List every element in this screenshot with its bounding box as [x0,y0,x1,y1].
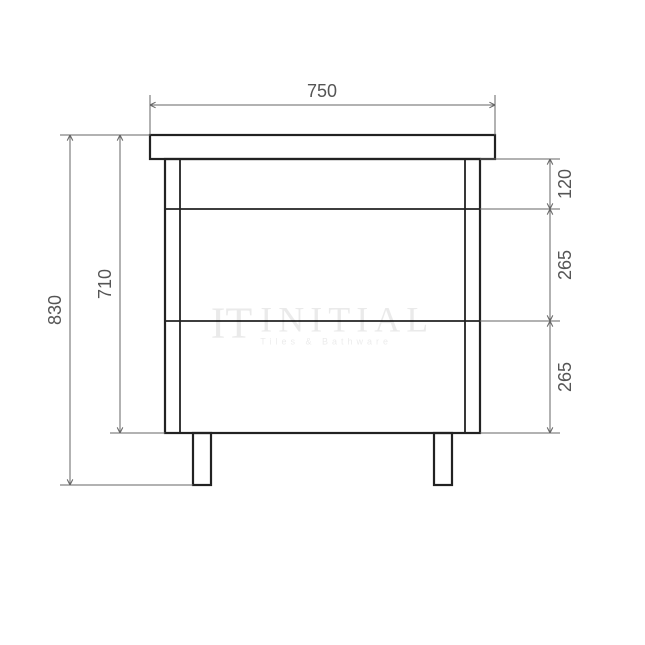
dim-width-top: 750 [150,81,495,135]
dim-height-inner-label: 710 [95,269,115,299]
dim-right-2-label: 265 [555,250,575,280]
dim-right-3-label: 265 [555,362,575,392]
dim-right-stack: 120 265 265 [480,159,575,433]
dim-height-outer-label: 830 [45,295,65,325]
cabinet-outline [150,135,495,485]
dim-width-label: 750 [307,81,337,101]
dimension-drawing: 750 830 710 120 265 265 [0,0,645,645]
dim-right-1-label: 120 [555,169,575,199]
dim-height-inner: 710 [95,135,165,433]
